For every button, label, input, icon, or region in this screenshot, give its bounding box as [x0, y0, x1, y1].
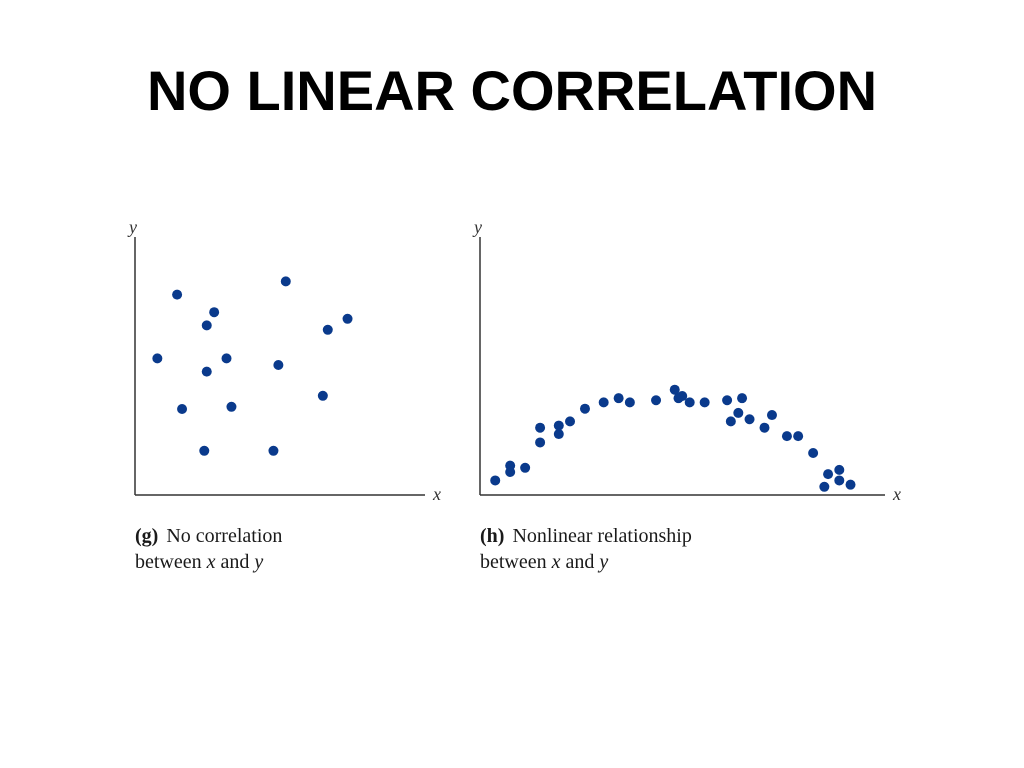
scatter-g-x-axis-label: x — [432, 484, 441, 504]
scatter-h-data-point — [781, 431, 792, 442]
scatter-g-data-point — [201, 320, 212, 331]
scatter-h-data-point — [808, 448, 819, 459]
caption-g-line2: between x and y — [135, 549, 282, 575]
scatter-g-data-point — [317, 390, 328, 401]
scatter-h-data-point — [535, 437, 546, 448]
caption-g-var-x: x — [206, 551, 216, 573]
caption-g-text: No correlation — [166, 525, 283, 547]
scatter-g-data-point — [280, 276, 291, 287]
scatter-h-data-point — [553, 429, 564, 440]
scatter-h-data-point — [766, 410, 777, 421]
caption-g-and: and — [215, 551, 255, 573]
caption-h-line2: between x and y — [480, 549, 692, 575]
scatter-h-data-point — [520, 462, 531, 473]
scatter-h-data-point — [579, 403, 590, 414]
scatter-h-data-point — [535, 422, 546, 433]
caption-g: (g) No correlation between x and y — [135, 523, 282, 575]
scatter-g-data-point — [209, 307, 220, 318]
scatter-plot-h-svg: yx — [472, 217, 901, 504]
caption-h-var-y: y — [599, 551, 609, 573]
scatter-h-data-point — [613, 393, 624, 404]
scatter-h-data-point — [505, 460, 516, 471]
scatter-h-data-point — [684, 397, 695, 408]
scatter-h-data-point — [722, 395, 733, 406]
scatter-h-y-axis-label: y — [472, 217, 482, 237]
scatter-plot-g-svg: yx — [127, 217, 441, 504]
caption-h-text: Nonlinear relationship — [512, 525, 692, 547]
caption-g-between: between — [135, 551, 207, 573]
scatter-g-y-axis-label: y — [127, 217, 137, 237]
scatter-h-data-point — [624, 397, 635, 408]
scatter-h-data-point — [490, 475, 501, 486]
scatter-g-data-point — [226, 401, 237, 412]
scatter-h-data-point — [699, 397, 710, 408]
scatter-h-data-point — [793, 431, 804, 442]
scatter-h-data-point — [823, 469, 834, 480]
scatter-h-data-point — [845, 479, 856, 490]
caption-g-var-y: y — [254, 551, 264, 573]
scatter-h-data-point — [834, 464, 845, 475]
scatter-g-data-point — [322, 324, 333, 335]
caption-g-letter: (g) — [135, 525, 159, 547]
caption-h: (h) Nonlinear relationship between x and … — [480, 523, 692, 575]
scatter-g-data-point — [342, 313, 353, 324]
scatter-g-data-point — [177, 404, 188, 414]
scatter-h-data-point — [677, 391, 688, 402]
scatter-h-x-axis-label: x — [892, 484, 901, 504]
scatter-g-data-point — [172, 289, 183, 300]
scatter-h-data-point — [651, 395, 662, 406]
scatter-h-data-point — [598, 397, 609, 408]
caption-g-line1: (g) No correlation — [135, 523, 282, 549]
scatter-g-data-point — [199, 445, 210, 456]
caption-h-letter: (h) — [480, 525, 505, 547]
scatter-h-data-point — [744, 414, 755, 425]
caption-h-between: between — [480, 551, 552, 573]
scatter-h-data-point — [553, 420, 564, 431]
scatter-h-data-point — [737, 393, 748, 404]
scatter-h-data-point — [669, 384, 680, 395]
scatter-g-data-point — [201, 366, 212, 377]
caption-h-line1: (h) Nonlinear relationship — [480, 523, 692, 549]
scatter-h-data-point — [819, 481, 830, 492]
scatter-g-data-point — [221, 353, 232, 364]
scatter-g-data-point — [152, 353, 163, 364]
slide-title: NO LINEAR CORRELATION — [146, 59, 878, 122]
scatter-h-data-point — [834, 475, 845, 486]
scatter-h-data-point — [733, 407, 744, 418]
scatter-g-data-point — [268, 445, 279, 456]
scatter-h-data-point — [725, 416, 736, 427]
scatter-h-data-point — [565, 416, 576, 427]
caption-h-and: and — [560, 551, 600, 573]
caption-h-var-x: x — [551, 551, 561, 573]
scatter-g-data-point — [273, 360, 284, 370]
scatter-h-data-point — [759, 422, 770, 433]
